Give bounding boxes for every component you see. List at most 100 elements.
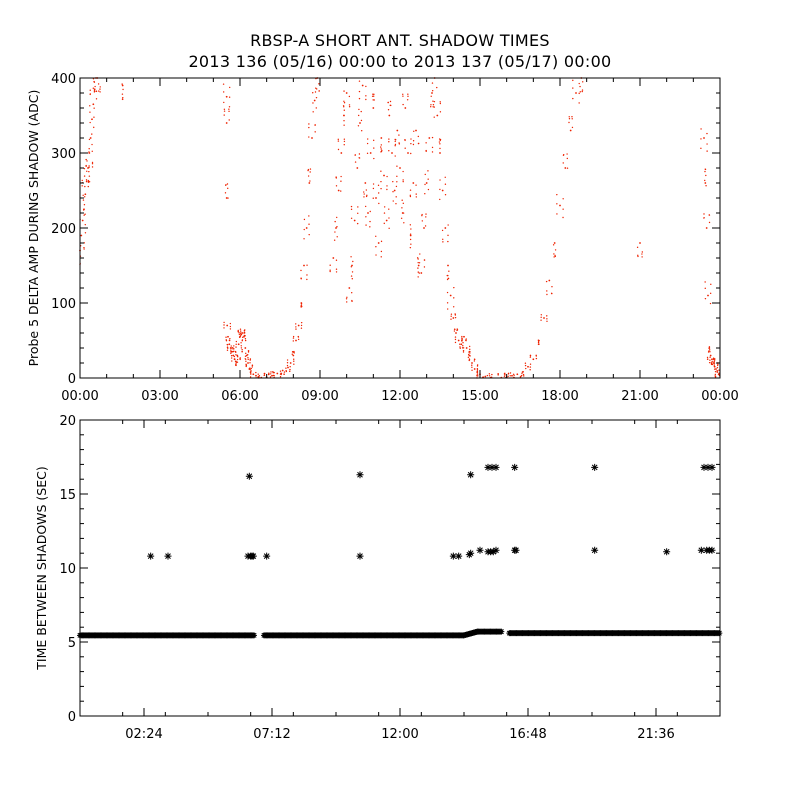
data-point-jitter	[637, 254, 639, 257]
data-point-jitter	[295, 326, 297, 328]
data-point-jitter	[714, 358, 716, 360]
data-point-jitter	[343, 138, 346, 140]
data-point-jitter	[395, 203, 397, 205]
data-point-jitter	[386, 175, 388, 178]
data-point-jitter	[351, 271, 354, 273]
x-tick-label: 16:48	[509, 727, 546, 742]
data-point-jitter	[89, 105, 91, 107]
data-point-jitter	[357, 206, 359, 208]
data-point	[243, 335, 245, 338]
data-point-jitter	[372, 197, 374, 199]
data-point-jitter	[568, 116, 570, 118]
x-tick-label: 00:00	[701, 389, 738, 404]
data-point-jitter	[392, 200, 394, 202]
data-point-jitter	[360, 130, 363, 132]
data-point-jitter	[380, 148, 382, 150]
data-point-jitter	[546, 315, 548, 317]
data-point-jitter	[387, 109, 390, 111]
data-point-jitter	[93, 126, 95, 129]
data-point-jitter	[365, 224, 367, 226]
data-point-jitter	[81, 179, 83, 182]
data-point-jitter	[392, 190, 394, 193]
baseline-marker	[716, 630, 723, 637]
data-point-jitter	[454, 316, 457, 319]
data-point-jitter	[395, 196, 397, 198]
data-point-jitter	[272, 371, 274, 373]
data-point-jitter	[257, 373, 259, 375]
data-point-jitter	[297, 335, 299, 338]
x-tick-label: 00:00	[61, 389, 98, 404]
data-point	[532, 358, 535, 361]
data-point-jitter	[249, 368, 251, 371]
data-point-jitter	[415, 196, 418, 198]
data-point-jitter	[641, 256, 643, 258]
data-point-jitter	[226, 349, 229, 351]
data-point-jitter	[415, 184, 417, 186]
data-point-jitter	[346, 296, 348, 298]
data-point-jitter	[427, 178, 429, 180]
data-point-jitter	[229, 325, 232, 328]
data-point-jitter	[239, 328, 242, 330]
data-point-jitter	[398, 142, 400, 144]
data-point-jitter	[309, 168, 312, 170]
data-point-jitter	[394, 143, 397, 146]
data-point-jitter	[431, 82, 434, 84]
data-point-jitter	[363, 191, 365, 193]
data-point	[276, 372, 279, 375]
data-point-jitter	[244, 338, 247, 340]
data-point-jitter	[704, 170, 706, 173]
data-point	[548, 279, 551, 282]
data-point-jitter	[581, 89, 584, 91]
data-point	[463, 335, 465, 338]
data-point	[337, 189, 340, 192]
data-point-jitter	[286, 364, 289, 367]
data-point-jitter	[81, 185, 83, 187]
data-point-jitter	[710, 283, 712, 286]
data-point-jitter	[711, 360, 713, 363]
data-point-jitter	[706, 358, 709, 360]
data-point-jitter	[476, 370, 479, 372]
data-point-jitter	[401, 207, 403, 209]
data-point-jitter	[245, 358, 247, 360]
data-point-jitter	[453, 330, 456, 332]
data-point-jitter	[91, 163, 94, 165]
data-point-jitter	[228, 108, 230, 110]
data-point-jitter	[450, 315, 452, 317]
data-point-jitter	[465, 338, 467, 340]
data-point	[372, 107, 375, 109]
data-point-jitter	[417, 271, 419, 273]
data-point-jitter	[572, 87, 574, 89]
data-point-jitter	[394, 140, 396, 143]
data-point-jitter	[415, 193, 417, 195]
data-point-jitter	[227, 197, 229, 199]
data-point-jitter	[343, 143, 345, 146]
data-point	[420, 272, 423, 274]
data-point-jitter	[280, 373, 282, 376]
data-point-jitter	[394, 139, 397, 141]
data-point-jitter	[230, 345, 232, 347]
data-point	[281, 369, 284, 372]
data-point	[484, 375, 487, 378]
x-tick-label: 12:00	[381, 389, 418, 404]
data-point-jitter	[88, 170, 90, 173]
data-point-jitter	[348, 105, 351, 108]
data-point-jitter	[454, 338, 457, 341]
data-point-jitter	[245, 352, 247, 355]
data-point-jitter	[300, 321, 303, 324]
data-point-jitter	[425, 149, 427, 152]
data-point-jitter	[383, 206, 386, 208]
data-point-jitter	[238, 333, 241, 336]
data-point-jitter	[329, 269, 331, 271]
y-tick-label: 100	[51, 297, 76, 312]
data-point-jitter	[503, 375, 506, 377]
data-point-jitter	[244, 329, 246, 331]
data-point-jitter	[375, 246, 377, 248]
data-point-jitter	[234, 360, 237, 362]
data-point-jitter	[535, 355, 537, 357]
data-point-jitter	[439, 179, 441, 181]
data-point-jitter	[710, 363, 713, 366]
data-point-jitter	[343, 120, 345, 122]
data-point-jitter	[432, 106, 434, 108]
data-point-jitter	[431, 151, 434, 153]
data-point-jitter	[709, 351, 711, 353]
